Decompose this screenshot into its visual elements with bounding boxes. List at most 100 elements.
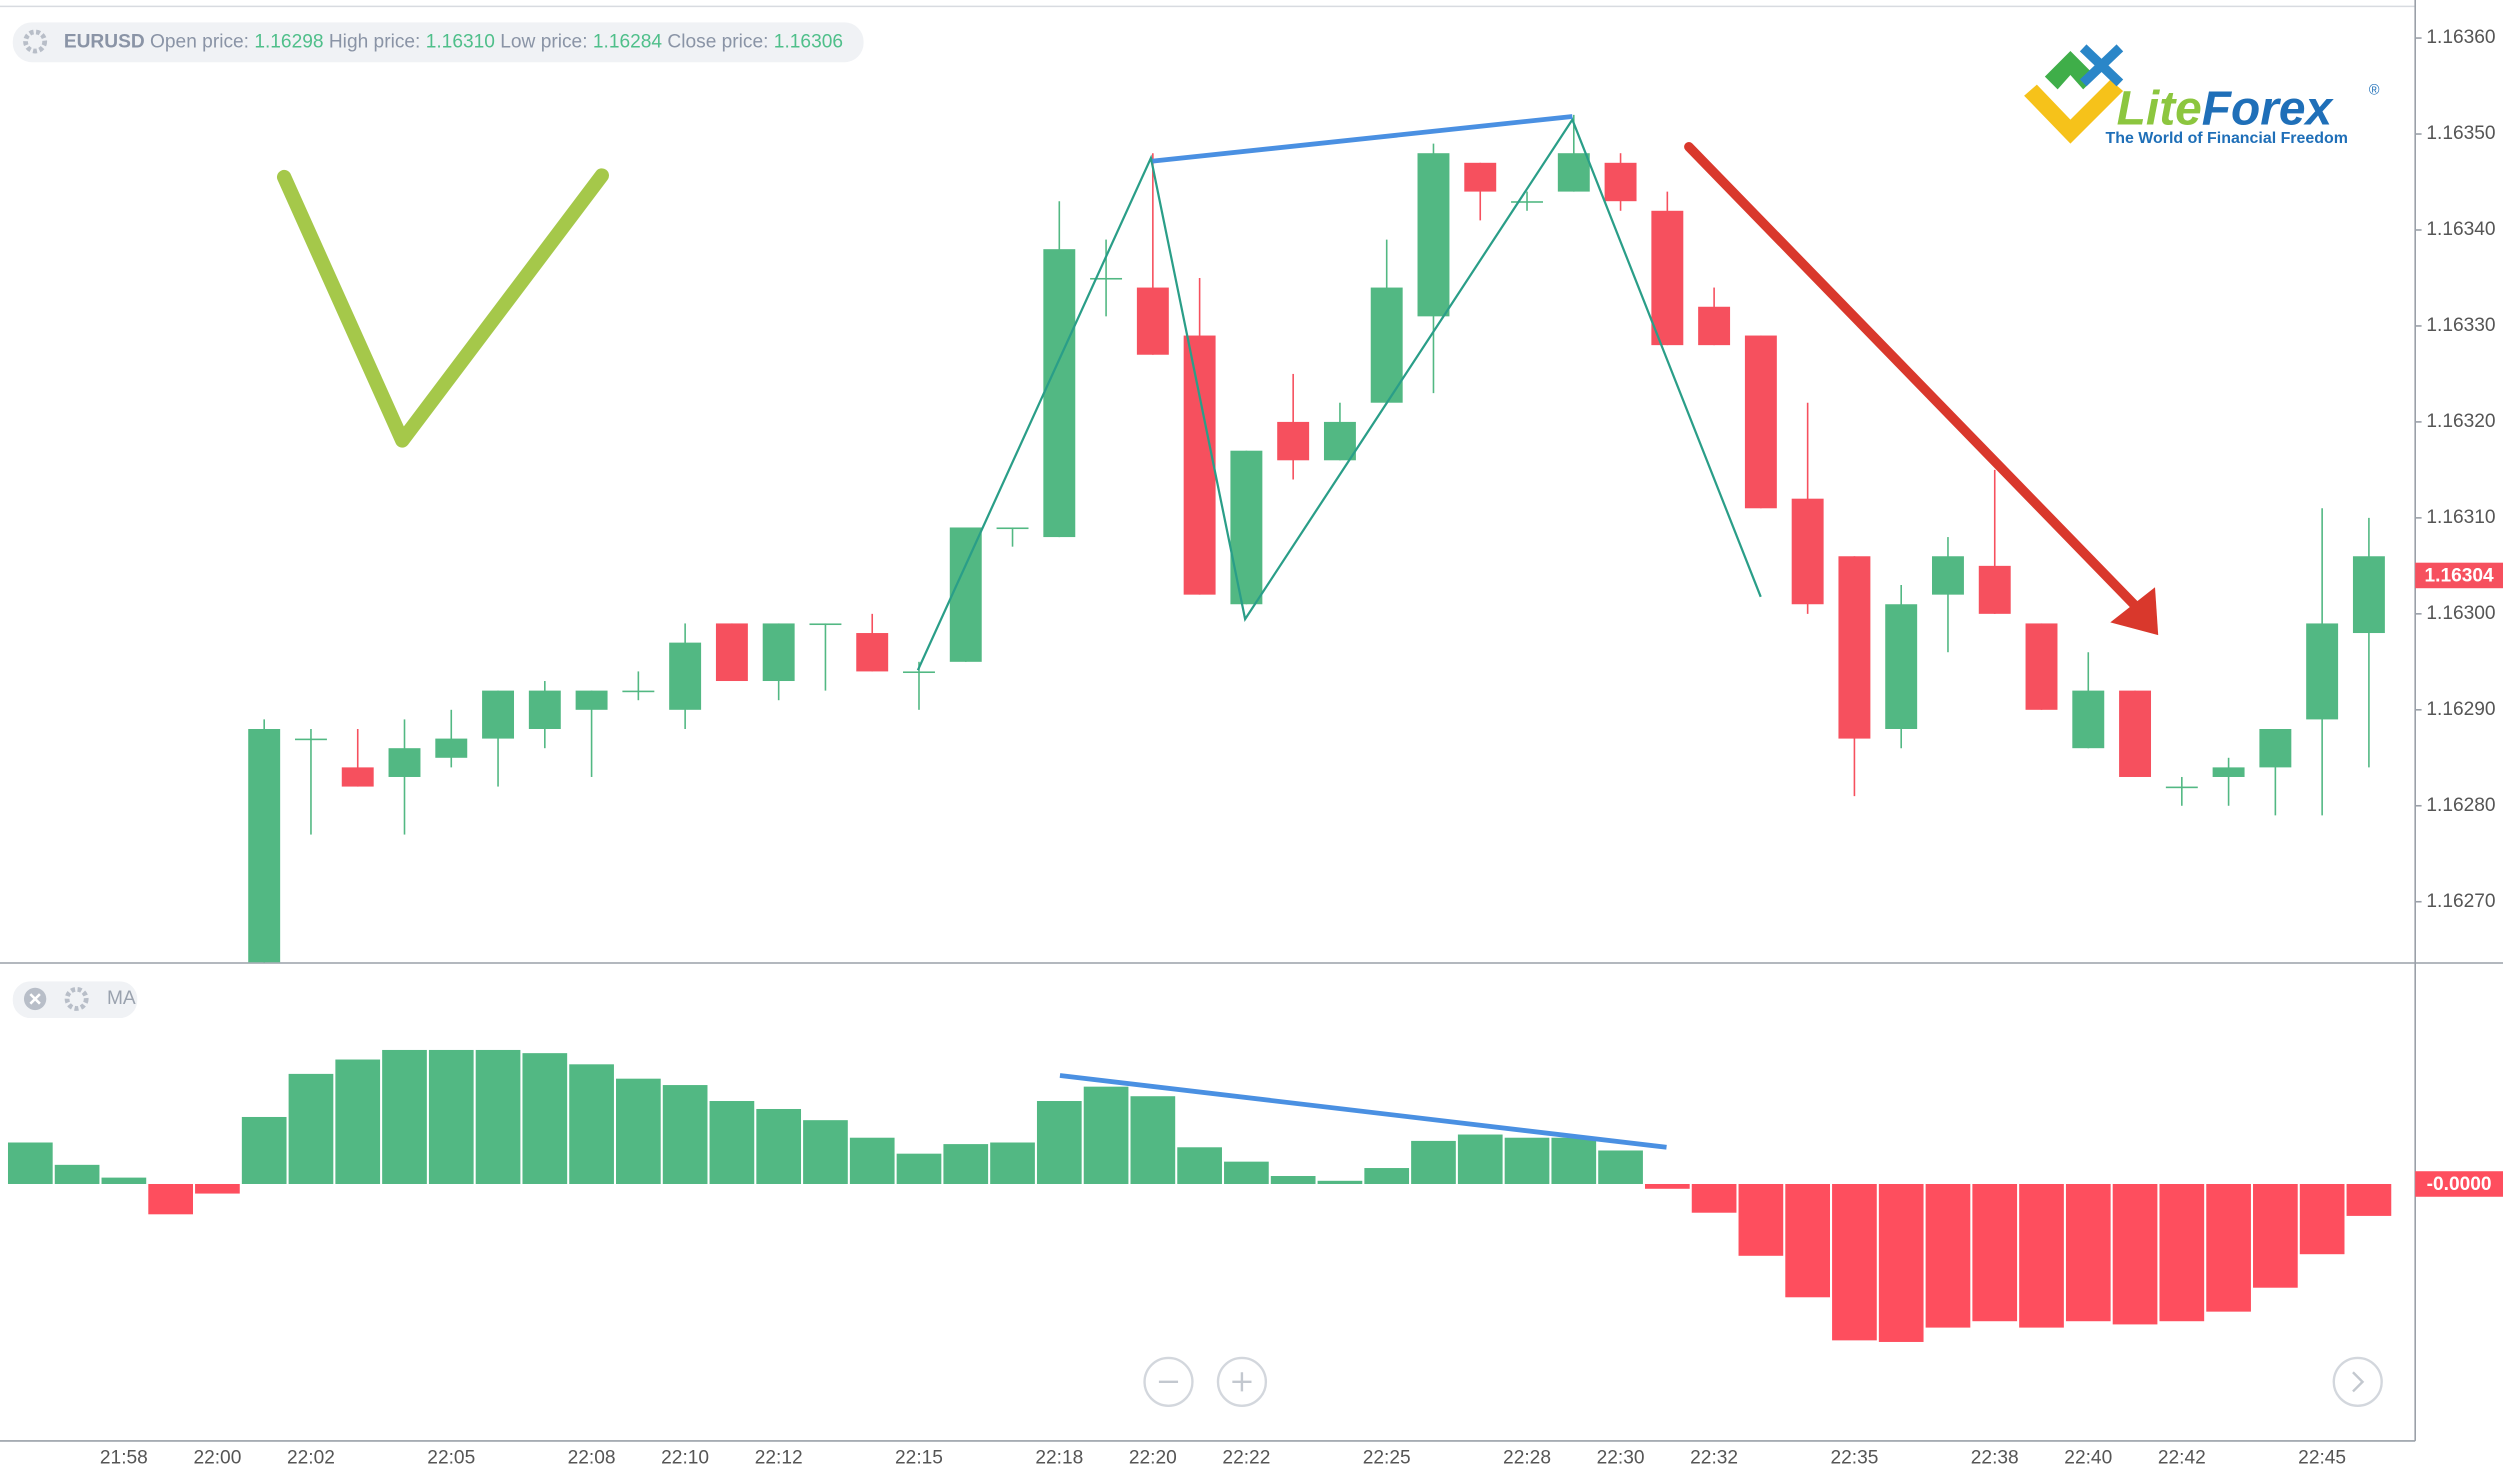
y-tick-label: 1.16310 — [2426, 507, 2495, 528]
y-tick-label: 1.16280 — [2426, 795, 2495, 816]
candle-body — [856, 633, 889, 672]
candle-body — [2165, 786, 2198, 789]
histogram-bar — [2253, 1183, 2298, 1288]
field-label: High price: — [329, 31, 421, 52]
arrow-shaft — [1684, 142, 2141, 612]
histogram-bar — [2159, 1183, 2205, 1322]
x-tick-label: 21:58 — [100, 1448, 148, 1469]
logo-registered: ® — [2369, 83, 2380, 99]
histogram-bar — [1785, 1183, 1830, 1298]
logo-name: LiteForex — [2117, 82, 2335, 135]
x-tick-label: 22:10 — [661, 1448, 709, 1469]
candle-body — [1978, 565, 2011, 614]
histogram-bar — [616, 1078, 661, 1184]
logo-name-part: Lite — [2117, 82, 2202, 135]
histogram-bar — [803, 1120, 848, 1184]
candle-body — [248, 728, 281, 963]
x-tick-label: 22:45 — [2298, 1448, 2346, 1469]
histogram-bar — [943, 1144, 989, 1184]
field-label: Open price: — [150, 31, 249, 52]
candle-body — [1090, 277, 1123, 280]
candle-body — [1043, 249, 1076, 538]
settings-icon[interactable] — [64, 986, 89, 1011]
histogram-bar — [335, 1059, 381, 1184]
logo-tagline: The World of Financial Freedom — [2106, 130, 2348, 147]
scroll-right-button[interactable] — [2332, 1356, 2383, 1407]
histogram-bar — [2065, 1183, 2111, 1322]
indicator-trend-line — [1059, 1073, 1667, 1150]
candle-body — [903, 671, 935, 674]
candle-body — [1230, 450, 1263, 605]
zigzag-drawing — [916, 117, 1762, 671]
histogram-bar — [475, 1049, 521, 1184]
x-tick-label: 22:30 — [1597, 1448, 1645, 1469]
x-tick-label: 22:25 — [1363, 1448, 1411, 1469]
candle-body — [388, 748, 421, 777]
logo-cross — [2079, 44, 2124, 87]
histogram-bar — [1832, 1183, 1877, 1341]
histogram-bar — [382, 1049, 427, 1184]
x-tick-label: 22:15 — [895, 1448, 943, 1469]
y-tick-label: 1.16320 — [2426, 411, 2495, 432]
header-pill — [12, 22, 864, 63]
candle-body — [1744, 335, 1777, 509]
candle-body — [575, 690, 608, 710]
candle-body — [1136, 287, 1169, 355]
field-label: Close price: — [667, 31, 768, 52]
histogram-bar — [195, 1183, 240, 1194]
histogram-bar — [1177, 1147, 1222, 1184]
x-tick-label: 22:32 — [1690, 1448, 1738, 1469]
last-price-label: 1.16304 — [2424, 565, 2494, 586]
x-tick-label: 22:12 — [755, 1448, 803, 1469]
settings-icon[interactable] — [23, 29, 48, 54]
histogram-bar — [756, 1108, 802, 1184]
candle-body — [1557, 153, 1590, 192]
histogram-bar — [2112, 1183, 2158, 1325]
histogram-bar — [662, 1085, 708, 1184]
y-tick-label: 1.16270 — [2426, 891, 2495, 912]
y-tick-label: 1.16350 — [2426, 123, 2495, 144]
candle-body — [1464, 162, 1497, 192]
histogram-bar — [2019, 1183, 2064, 1328]
histogram-bar — [2346, 1183, 2392, 1216]
histogram-bar — [1224, 1161, 1269, 1184]
indicator-panel — [7, 1049, 2392, 1342]
candle-body — [1791, 498, 1824, 605]
x-tick-label: 22:40 — [2064, 1448, 2112, 1469]
candle-body — [1698, 306, 1731, 346]
candle-body — [294, 738, 327, 741]
candle-body — [2259, 728, 2292, 768]
histogram-bar — [1083, 1086, 1129, 1184]
histogram-bar — [288, 1073, 334, 1184]
histogram-bar — [241, 1116, 287, 1184]
field-label: Low price: — [500, 31, 587, 52]
candle-body — [528, 690, 561, 729]
y-tick-label: 1.16360 — [2426, 27, 2495, 48]
candle-body — [2306, 623, 2339, 720]
histogram-bar — [990, 1142, 1035, 1184]
histogram-bar — [101, 1177, 147, 1184]
candle-body — [1885, 604, 1918, 729]
arrow-head — [2110, 587, 2159, 636]
x-tick-label: 22:20 — [1129, 1448, 1177, 1469]
x-tick-label: 22:38 — [1971, 1448, 2019, 1469]
histogram-bar — [428, 1049, 474, 1184]
logo-chevron — [2024, 79, 2124, 144]
axes: 1.16360 1.16350 1.16340 1.16330 1.16320 1.163… — [100, 27, 2503, 1469]
candle-body — [1932, 556, 1964, 595]
histogram-bar — [522, 1053, 568, 1184]
histogram-bar — [1644, 1183, 1690, 1189]
histogram-bar — [7, 1142, 53, 1184]
candle-body — [435, 738, 468, 758]
histogram-bar — [1551, 1137, 1597, 1184]
y-tick-label: 1.16300 — [2426, 603, 2495, 624]
x-tick-label: 22:05 — [427, 1448, 475, 1469]
field-value: 1.16284 — [593, 31, 663, 52]
candle-body — [2072, 690, 2105, 749]
indicator-title: MA — [107, 988, 136, 1009]
candle-body — [1277, 421, 1310, 461]
candle-body — [341, 767, 374, 787]
candle-body — [1838, 556, 1871, 739]
